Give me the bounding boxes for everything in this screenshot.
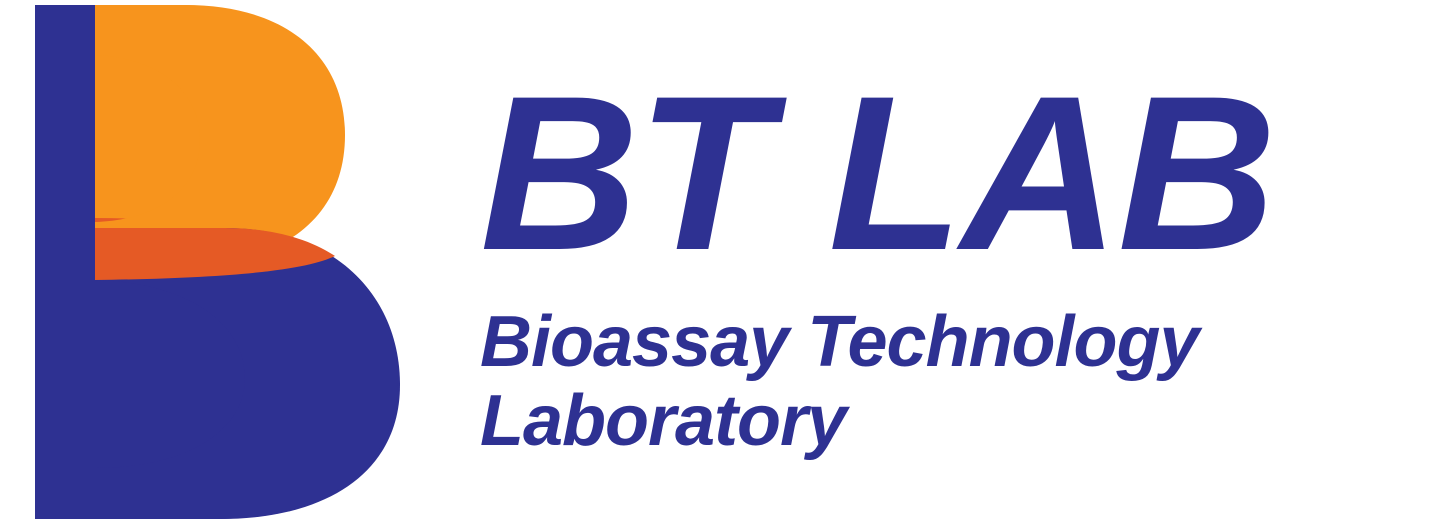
logo-subtitle-line1: Bioassay Technology bbox=[480, 303, 1275, 382]
logo-container: BT LAB Bioassay Technology Laboratory bbox=[0, 0, 1445, 524]
logo-svg bbox=[0, 0, 400, 524]
logo-stem bbox=[35, 5, 95, 519]
logo-main-title: BT LAB bbox=[480, 63, 1275, 283]
logo-text-block: BT LAB Bioassay Technology Laboratory bbox=[480, 63, 1275, 461]
logo-subtitle-line2: Laboratory bbox=[480, 382, 1275, 461]
logo-mark bbox=[0, 0, 400, 524]
